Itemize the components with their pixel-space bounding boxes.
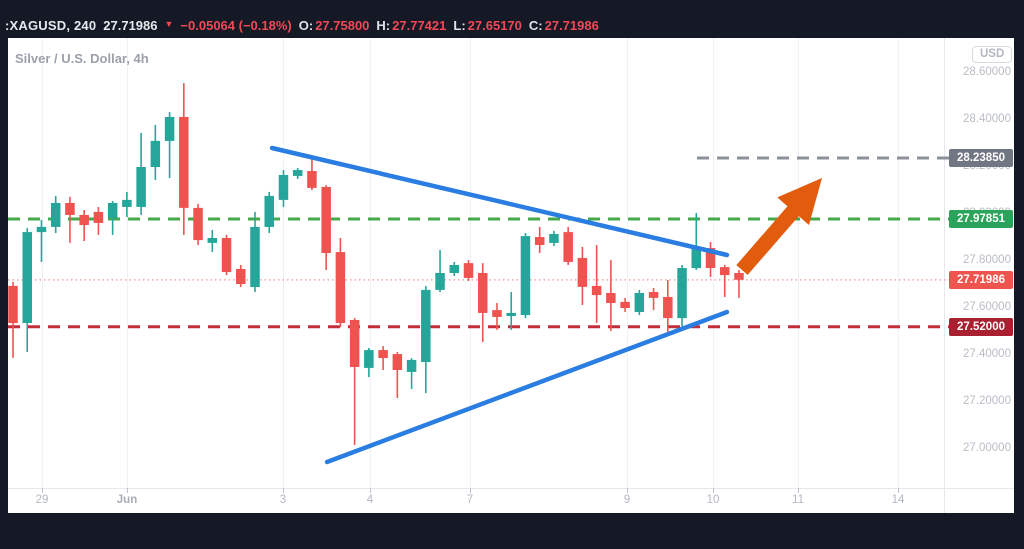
time-tick-3: 3 [279, 494, 287, 506]
currency-unit-badge[interactable]: USD [972, 46, 1013, 63]
trendline-upper-resistance[interactable] [269, 145, 730, 258]
open-value: O: 27.75800 [298, 17, 370, 33]
ohlc-status-bar: :XAGUSD, 240 27.71986 ▼ −0.05064 (−0.18%… [5, 15, 599, 35]
price-badge-28.23850: 28.23850 [949, 148, 1013, 167]
price-tick-28.40000: 28.40000 [963, 113, 1011, 125]
time-tick-7: 7 [466, 494, 474, 506]
price-badge-27.52000: 27.52000 [949, 317, 1013, 336]
price-tick-28.60000: 28.60000 [963, 66, 1011, 78]
price-tick-27.40000: 27.40000 [963, 348, 1011, 360]
close-value: C: 27.71986 [528, 17, 599, 33]
time-tick-9: 9 [623, 494, 631, 506]
price-change: −0.05064 (−0.18%) [180, 17, 292, 33]
time-tick-11: 11 [792, 494, 804, 506]
price-tick-27.60000: 27.60000 [963, 301, 1011, 313]
trendline-lower-support[interactable] [324, 309, 730, 465]
price-badge-27.71986: 27.71986 [949, 270, 1013, 289]
price-down-icon: ▼ [164, 19, 174, 29]
price-badge-27.97851: 27.97851 [949, 210, 1013, 229]
price-axis-separator [944, 38, 945, 513]
symbol-legend[interactable]: Silver / U.S. Dollar, 4h [15, 51, 149, 66]
symbol-text[interactable]: :XAGUSD, 240 [5, 17, 97, 33]
last-price: 27.71986 [103, 17, 158, 33]
price-tick-27.20000: 27.20000 [963, 395, 1011, 407]
time-tick-4: 4 [366, 494, 374, 506]
price-tick-27.80000: 27.80000 [963, 254, 1011, 266]
high-value: H: 27.77421 [376, 17, 447, 33]
candles [8, 83, 744, 446]
time-tick-29: 29 [35, 494, 49, 506]
low-value: L: 27.65170 [453, 17, 522, 33]
chart-plot-area[interactable] [8, 38, 1014, 513]
time-axis-separator [8, 488, 1014, 489]
time-tick-10: 10 [706, 494, 720, 506]
time-tick-Jun: Jun [116, 494, 138, 506]
gridlines [42, 38, 899, 493]
price-tick-27.00000: 27.00000 [963, 442, 1011, 454]
breakout-arrow[interactable] [736, 178, 822, 275]
time-tick-14: 14 [891, 494, 905, 506]
